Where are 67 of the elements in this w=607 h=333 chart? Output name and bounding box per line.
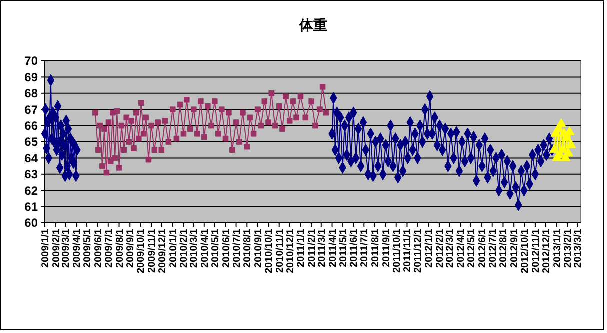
x-tick-label: 2012/8/1 (498, 228, 510, 268)
x-tick-label: 2011/6/1 (349, 228, 360, 268)
x-tick-label: 2009/6/1 (93, 228, 104, 268)
x-tick-label: 2010/12/1 (285, 228, 296, 274)
x-tick-label: 2010/7/1 (232, 228, 243, 268)
x-tick-label: 2012/11/1 (530, 228, 542, 273)
y-tick-label: 67 (24, 102, 38, 117)
x-tick-label: 2011/10/1 (392, 228, 403, 273)
x-tick-label: 2011/12/1 (413, 228, 424, 273)
x-tick-label: 2009/11/1 (147, 228, 158, 273)
x-tick-label: 2011/2/1 (307, 228, 318, 268)
x-tick-label: 2013/2/1 (563, 228, 574, 268)
y-tick-label: 68 (24, 86, 38, 101)
x-tick-label: 2009/10/1 (136, 228, 148, 274)
x-tick-label: 2013/3/1 (572, 228, 584, 268)
x-tick-label: 2009/1/1 (40, 228, 52, 268)
x-tick-label: 2011/11/1 (402, 228, 414, 272)
x-tick-label: 2012/6/1 (477, 228, 488, 268)
x-tick-label: 2011/1/1 (296, 228, 308, 268)
y-tick-label: 66 (24, 119, 38, 133)
x-tick-label: 2009/4/1 (72, 228, 84, 268)
x-tick-label: 2010/5/1 (210, 228, 222, 268)
x-tick-label: 2010/8/1 (242, 228, 254, 268)
x-tick-label: 2012/10/1 (520, 228, 532, 274)
x-tick-label: 2012/1/1 (424, 228, 436, 268)
x-tick-label: 2011/4/1 (328, 228, 339, 268)
x-tick-label: 2010/1/1 (168, 228, 180, 268)
x-tick-label: 2009/2/1 (51, 228, 62, 268)
y-tick-label: 64 (24, 151, 38, 166)
x-tick-label: 2011/9/1 (381, 228, 392, 268)
x-tick-label: 2012/9/1 (510, 228, 521, 268)
x-tick-label: 2013/1/1 (552, 228, 564, 268)
x-tick-label: 2012/5/1 (466, 228, 478, 268)
x-tick-label: 2010/3/1 (189, 228, 200, 268)
x-tick-label: 2010/2/1 (179, 228, 190, 268)
y-tick-label: 62 (24, 184, 38, 198)
y-tick-label: 65 (24, 135, 38, 150)
x-tick-label: 2010/4/1 (200, 228, 211, 268)
x-tick-label: 2011/7/1 (360, 228, 371, 268)
x-tick-label: 2010/10/1 (264, 228, 276, 274)
x-tick-label: 2010/11/1 (274, 228, 286, 273)
point (556, 118, 566, 128)
y-tick-label: 60 (24, 216, 38, 230)
y-tick-label: 69 (24, 70, 38, 84)
x-tick-label: 2011/5/1 (338, 228, 350, 268)
x-tick-label: 2009/3/1 (61, 228, 72, 268)
point (549, 144, 560, 154)
x-tick-label: 2009/8/1 (114, 228, 126, 268)
x-tick-label: 2012/3/1 (445, 228, 456, 268)
point (563, 148, 574, 156)
x-tick-label: 2009/9/1 (126, 228, 137, 268)
y-tick-label: 61 (24, 200, 38, 214)
x-tick-label: 2012/2/1 (434, 228, 446, 268)
y-tick-label: 70 (24, 54, 38, 68)
x-tick-label: 2009/5/1 (82, 228, 94, 268)
x-tick-label: 2012/12/1 (541, 228, 552, 274)
y-tick-label: 63 (24, 168, 38, 182)
x-tick-label: 2009/7/1 (104, 228, 115, 268)
x-tick-label: 2012/4/1 (456, 228, 467, 268)
x-tick-label: 2010/9/1 (254, 228, 264, 268)
chart-title: 体重 (298, 17, 328, 33)
x-tick-label: 2009/12/1 (158, 228, 169, 274)
x-tick-label: 2012/7/1 (488, 228, 499, 268)
x-tick-label: 2010/6/1 (221, 228, 232, 268)
x-tick-label: 2011/8/1 (370, 228, 382, 268)
point (566, 139, 576, 148)
x-tick-label: 2011/3/1 (316, 228, 328, 268)
